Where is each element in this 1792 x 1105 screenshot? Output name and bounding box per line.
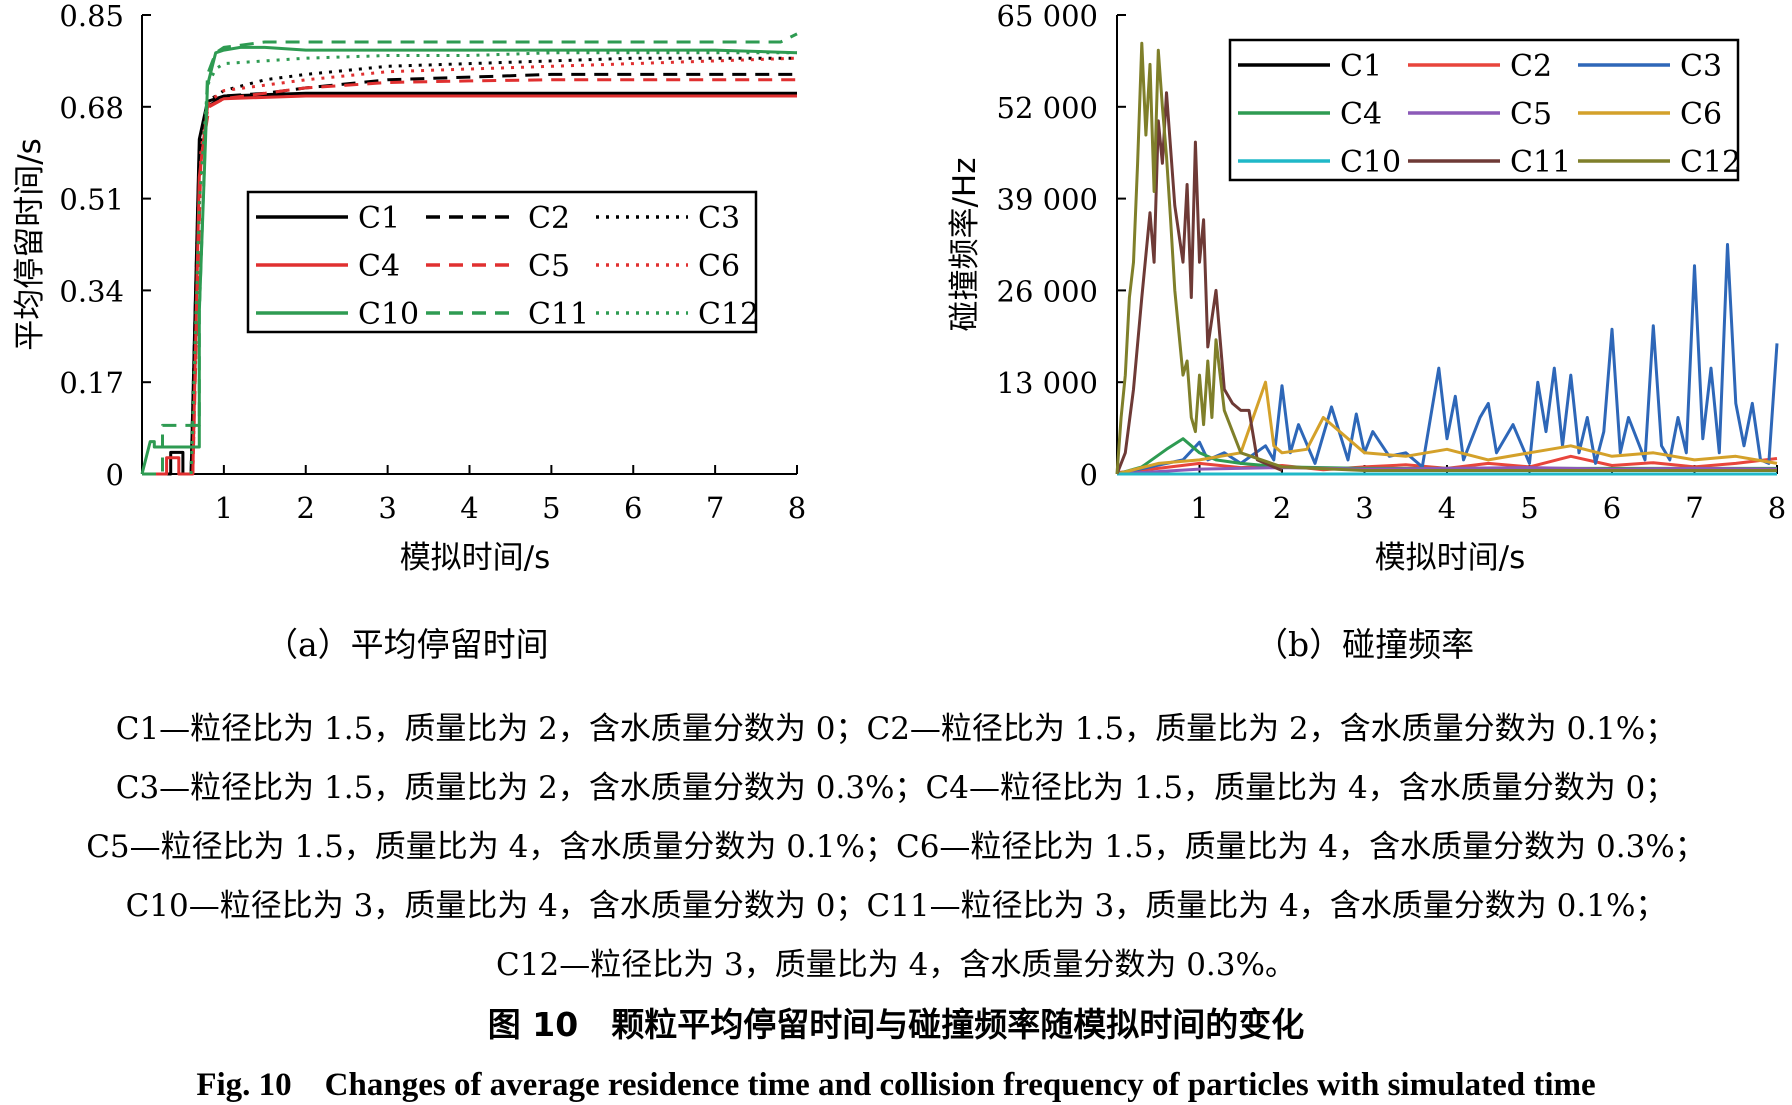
legend-label-c3: C3 — [1680, 49, 1722, 84]
legend-label-c12: C12 — [698, 297, 759, 332]
x-tick-label: 2 — [297, 491, 315, 525]
legend-label-c10: C10 — [1340, 145, 1401, 180]
legend-label-c6: C6 — [1680, 97, 1722, 132]
series-line-c6 — [1116, 380, 1778, 476]
y-tick-label: 0 — [106, 458, 124, 492]
y-tick-label: 0.51 — [59, 183, 124, 217]
legend-label-c11: C11 — [528, 297, 589, 332]
caption-line-2: C3—粒径比为 1.5，质量比为 2，含水质量分数为 0.3%；C4—粒径比为 … — [115, 770, 1677, 806]
x-tick-label: 7 — [1685, 491, 1703, 525]
subtitle-b: （b）碰撞频率 — [1255, 625, 1475, 664]
x-tick-label: 3 — [1355, 491, 1373, 525]
caption-line-1: C1—粒径比为 1.5，质量比为 2，含水质量分数为 0；C2—粒径比为 1.5… — [115, 711, 1677, 747]
legend-label-c5: C5 — [1510, 97, 1552, 132]
chart-a: 0 0.17 0.34 0.51 0.68 0.85 1 2 3 4 5 6 7 8 模拟时间/s 平均停留时… — [12, 0, 806, 576]
x-tick-label: 3 — [378, 491, 396, 525]
x-tick-label: 1 — [215, 491, 233, 525]
series-line-c3 — [1116, 243, 1779, 476]
legend-label-c11: C11 — [1510, 145, 1571, 180]
legend-label-c1: C1 — [358, 201, 400, 236]
legend-label-c3: C3 — [698, 201, 740, 236]
x-tick-label: 4 — [1438, 491, 1456, 525]
series-line-c5 — [1116, 466, 1778, 476]
legend-label-c5: C5 — [528, 249, 570, 284]
legend-label-c6: C6 — [698, 249, 740, 284]
series-line-c11 — [142, 32, 798, 476]
y-axis-label: 碰撞频率/Hz — [947, 157, 983, 331]
figure-title-cn: 图 10 颗粒平均停留时间与碰撞频率随模拟时间的变化 — [487, 1005, 1305, 1044]
y-tick-label: 0.68 — [59, 91, 124, 125]
y-tick-label: 0 — [1080, 458, 1098, 492]
y-tick-label: 0.34 — [59, 274, 124, 308]
plot-area — [1115, 41, 1779, 476]
x-tick-label: 5 — [542, 491, 560, 525]
caption-line-5: C12—粒径比为 3，质量比为 4，含水质量分数为 0.3%。 — [496, 947, 1296, 983]
legend: C1 C2 C3 C4 C5 C6 C10 C11 C12 — [1228, 38, 1741, 182]
caption-line-4: C10—粒径比为 3，质量比为 4，含水质量分数为 0；C11—粒径比为 3，质… — [125, 888, 1667, 924]
y-tick-label: 0.85 — [59, 0, 124, 33]
plot-area — [140, 32, 798, 476]
series-line-c11 — [1115, 91, 1283, 475]
legend-label-c10: C10 — [358, 297, 419, 332]
legend-label-c4: C4 — [358, 249, 400, 284]
x-tick-label: 1 — [1190, 491, 1208, 525]
y-tick-label: 0.17 — [59, 366, 124, 400]
figure-charts: 0 0.17 0.34 0.51 0.68 0.85 1 2 3 4 5 6 7 8 模拟时间/s 平均停留时… — [12, 0, 1786, 576]
y-tick-label: 13 000 — [997, 366, 1098, 400]
y-tick-label: 65 000 — [997, 0, 1098, 33]
series-line-c1 — [142, 91, 797, 476]
legend-box — [246, 190, 758, 334]
x-tick-label: 7 — [706, 491, 724, 525]
y-axis-label: 平均停留时间/s — [12, 138, 48, 351]
y-tick-label: 26 000 — [997, 274, 1098, 308]
y-tick-label: 39 000 — [997, 183, 1098, 217]
x-tick-label: 5 — [1520, 491, 1538, 525]
x-tick-label: 6 — [1603, 491, 1621, 525]
figure-title-en: Fig. 10 Changes of average residence tim… — [196, 1067, 1596, 1103]
x-tick-label: 8 — [788, 491, 806, 525]
chart-b: 0 13 000 26 000 39 000 52 000 65 000 1 2 3 4 5 6 7 8 模… — [947, 0, 1786, 576]
legend-label-c4: C4 — [1340, 97, 1382, 132]
series-line-c10 — [140, 45, 798, 475]
legend-label-c2: C2 — [528, 201, 570, 236]
legend: C1 C2 C3 C4 C5 C6 C10 C11 C12 — [246, 190, 759, 334]
y-tick-label: 52 000 — [997, 91, 1098, 125]
caption-line-3: C5—粒径比为 1.5，质量比为 4，含水质量分数为 0.1%；C6—粒径比为 … — [86, 829, 1706, 865]
x-axis-label: 模拟时间/s — [1375, 540, 1526, 576]
legend-label-c1: C1 — [1340, 49, 1382, 84]
x-tick-label: 6 — [624, 491, 642, 525]
x-axis-label: 模拟时间/s — [400, 540, 551, 576]
legend-box — [1228, 38, 1740, 182]
x-tick-label: 2 — [1273, 491, 1291, 525]
series-line-c12 — [1115, 41, 1777, 475]
subtitle-a: （a）平均停留时间 — [265, 625, 549, 664]
x-tick-label: 4 — [460, 491, 478, 525]
legend-label-c2: C2 — [1510, 49, 1552, 84]
legend-label-c12: C12 — [1680, 145, 1741, 180]
x-tick-label: 8 — [1768, 491, 1786, 525]
